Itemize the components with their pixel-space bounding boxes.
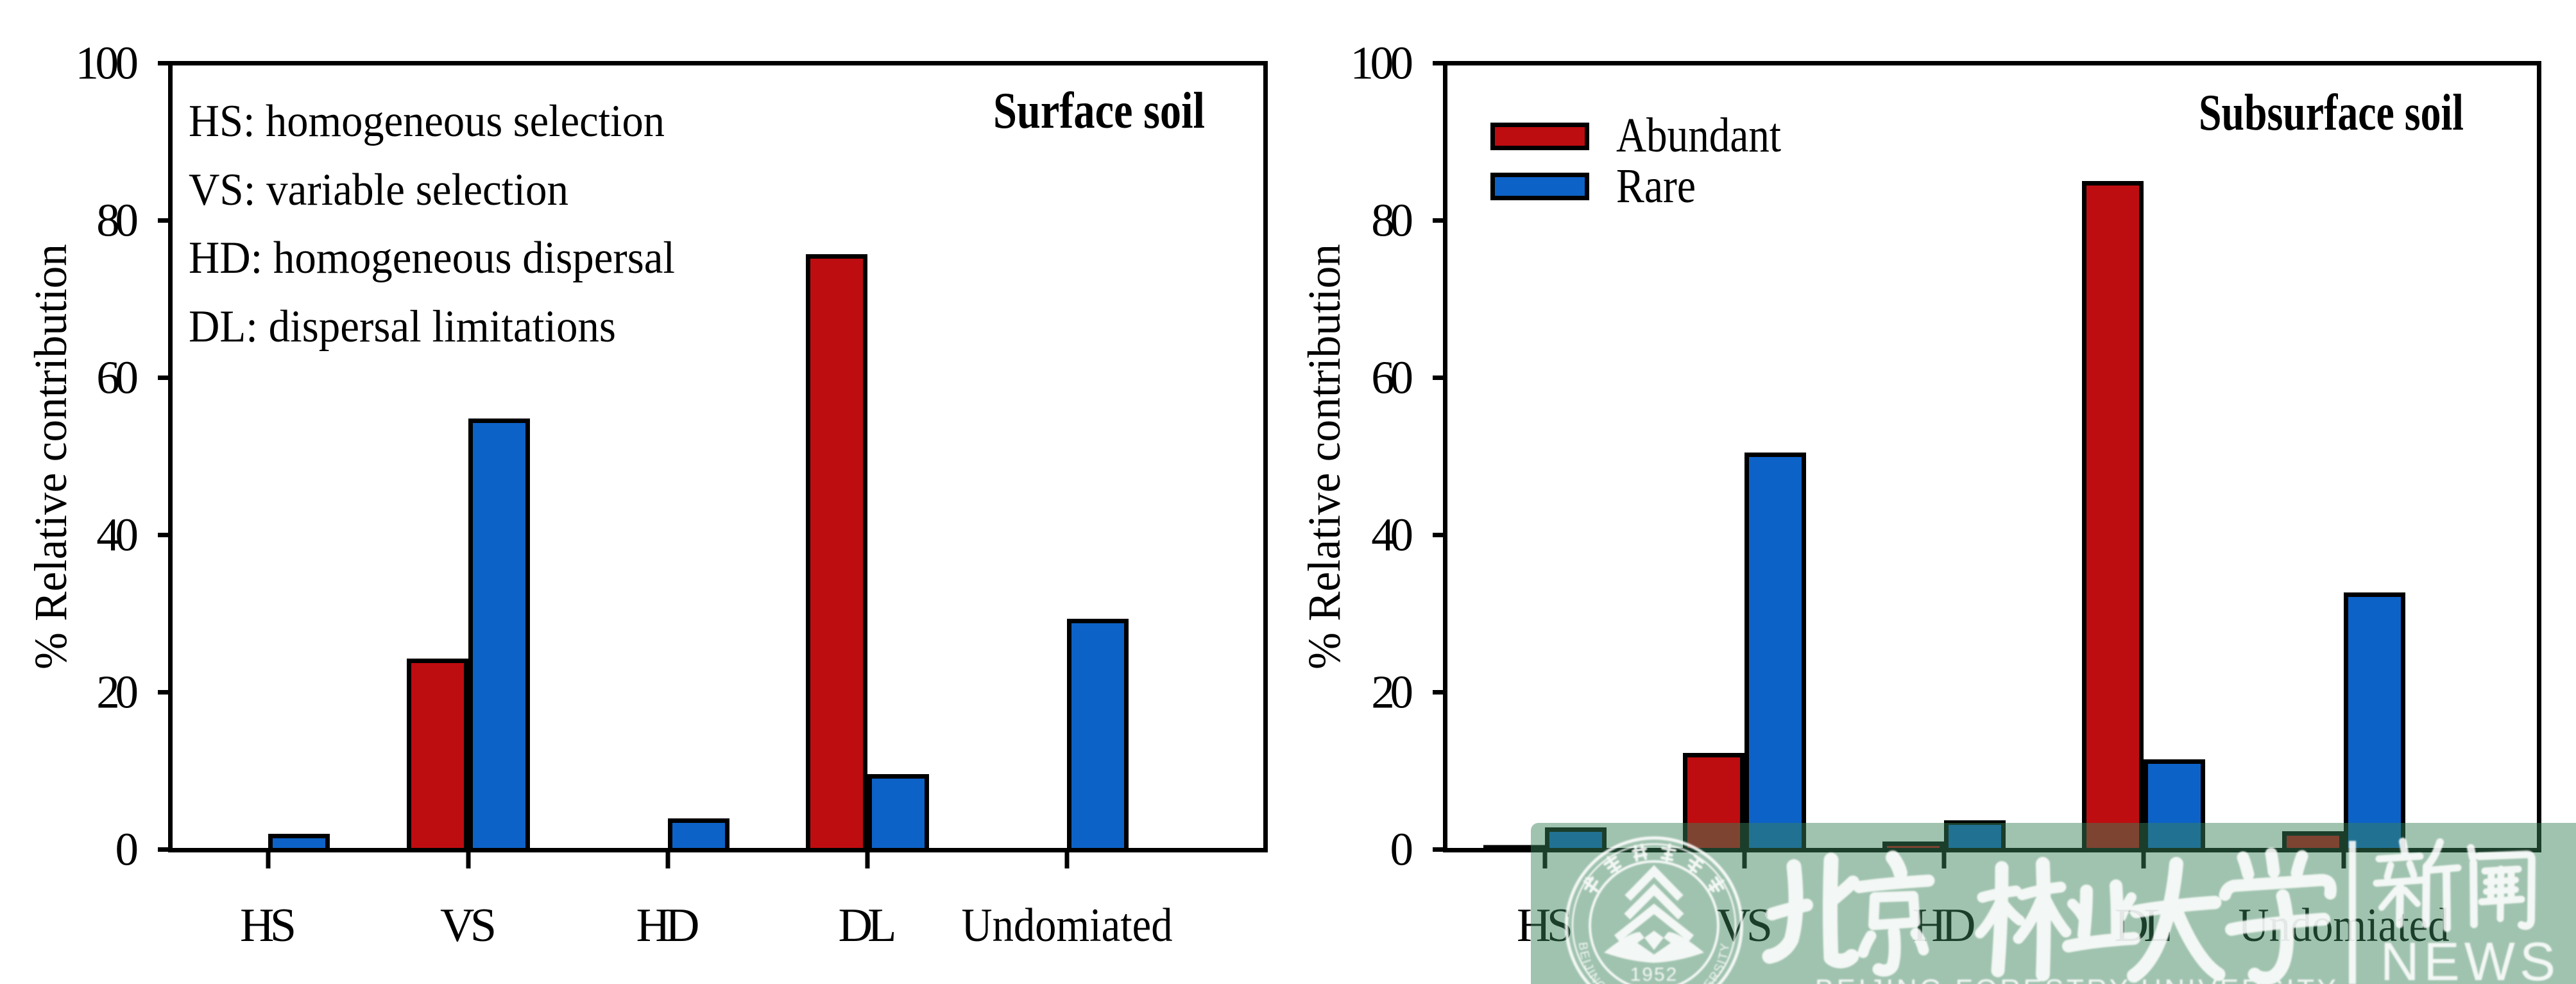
svg-text:100: 100	[76, 37, 139, 89]
svg-text:DL: dispersal limitations: DL: dispersal limitations	[189, 302, 616, 352]
svg-text:20: 20	[1371, 666, 1413, 718]
svg-text:60: 60	[1371, 352, 1413, 404]
svg-text:HS: HS	[1517, 899, 1573, 952]
svg-text:VS: VS	[1716, 899, 1773, 952]
svg-text:0: 0	[1390, 824, 1414, 876]
svg-text:Abundant: Abundant	[1616, 108, 1781, 162]
svg-text:HD: homogeneous dispersal: HD: homogeneous dispersal	[189, 233, 675, 283]
svg-text:NEWS: NEWS	[2380, 931, 2560, 984]
svg-text:HS: HS	[240, 899, 296, 952]
svg-text:Surface soil: Surface soil	[993, 83, 1205, 139]
svg-text:100: 100	[1351, 37, 1414, 89]
svg-text:40: 40	[96, 509, 139, 561]
svg-text:DL: DL	[839, 899, 897, 952]
svg-text:BEIJING FORESTRY UNIVERSITY: BEIJING FORESTRY UNIVERSITY	[1815, 974, 2339, 984]
svg-text:VS: VS	[440, 899, 497, 952]
svg-text:Undomiated: Undomiated	[962, 899, 1173, 952]
svg-text:Rare: Rare	[1616, 159, 1696, 213]
svg-text:40: 40	[1371, 509, 1413, 561]
svg-text:% Relative contribution: % Relative contribution	[25, 244, 76, 669]
svg-text:0: 0	[115, 824, 139, 876]
svg-text:80: 80	[96, 194, 139, 246]
svg-text:% Relative contribution: % Relative contribution	[1299, 244, 1350, 669]
svg-text:1952: 1952	[1630, 964, 1678, 984]
svg-text:HS: homogeneous selection: HS: homogeneous selection	[189, 96, 665, 146]
svg-text:Subsurface soil: Subsurface soil	[2199, 85, 2464, 141]
svg-text:HD: HD	[636, 899, 700, 952]
svg-text:20: 20	[96, 666, 139, 718]
svg-text:60: 60	[96, 352, 139, 404]
svg-text:VS: variable selection: VS: variable selection	[189, 165, 568, 215]
svg-text:80: 80	[1371, 194, 1413, 246]
